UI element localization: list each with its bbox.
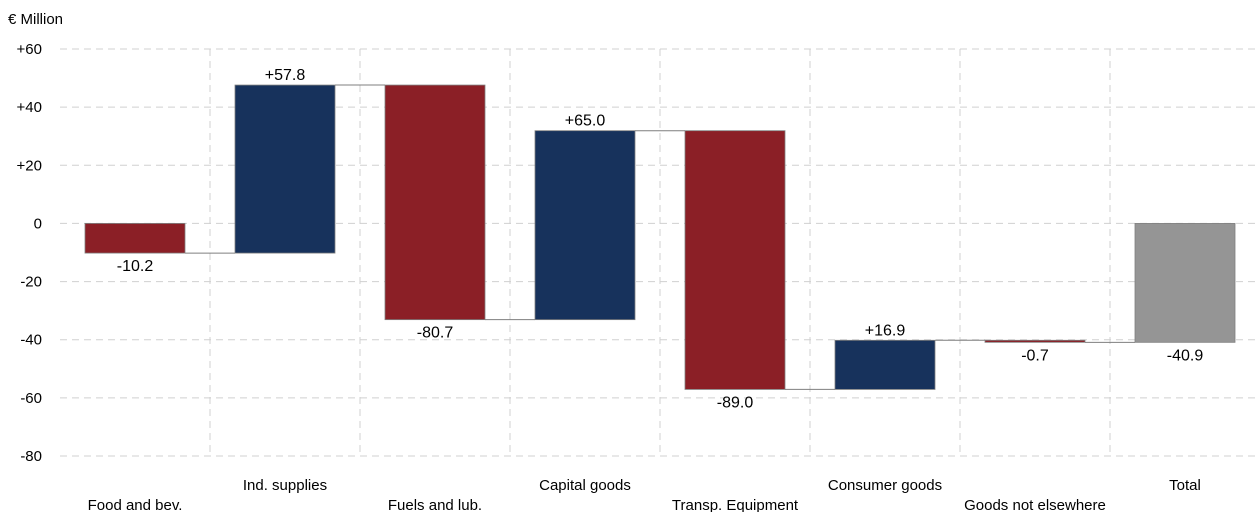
x-tick-label: Ind. supplies: [243, 477, 327, 494]
y-tick-label: +40: [17, 99, 42, 116]
data-label: +65.0: [565, 113, 606, 130]
y-axis-ticks: +60 +40 +20 0 -20 -40 -60 -80: [17, 41, 42, 465]
bar: [384, 84, 486, 321]
bar: [834, 339, 936, 390]
data-label: -89.0: [717, 394, 754, 411]
y-tick-label: -60: [20, 390, 42, 407]
y-tick-label: -20: [20, 274, 42, 291]
bars: [84, 84, 1236, 390]
data-label: +57.8: [265, 67, 306, 84]
bar: [534, 130, 636, 321]
bar: [1134, 223, 1236, 343]
data-label: -40.9: [1167, 347, 1204, 364]
x-tick-label: Consumer goods: [828, 477, 942, 494]
x-tick-label: Fuels and lub.: [388, 497, 482, 512]
data-label: -10.2: [117, 258, 154, 275]
x-tick-label: Total: [1169, 477, 1201, 494]
x-axis-labels: Food and bev. Ind. supplies Fuels and lub.…: [88, 477, 1201, 512]
bar: [84, 223, 186, 254]
y-tick-label: +60: [17, 41, 42, 58]
bar: [234, 84, 336, 254]
x-tick-label: Goods not elsewhere: [964, 497, 1106, 512]
value-labels: -10.2 +57.8 -80.7 +65.0 -89.0 +16.9 -0.7 -40.9: [117, 67, 1204, 411]
y-tick-label: -40: [20, 332, 42, 349]
connector-lines: [185, 84, 1135, 390]
gridlines: [60, 48, 1255, 457]
data-label: -0.7: [1021, 347, 1049, 364]
x-tick-label: Transp. Equipment: [672, 497, 799, 512]
data-label: +16.9: [865, 322, 906, 339]
data-label: -80.7: [417, 325, 454, 342]
x-tick-label: Food and bev.: [88, 497, 183, 512]
y-tick-label: 0: [34, 215, 42, 232]
bar: [984, 339, 1086, 343]
y-tick-label: +20: [17, 157, 42, 174]
y-tick-label: -80: [20, 448, 42, 465]
bar: [684, 130, 786, 390]
y-axis-unit-label: € Million: [8, 11, 63, 28]
x-tick-label: Capital goods: [539, 477, 631, 494]
